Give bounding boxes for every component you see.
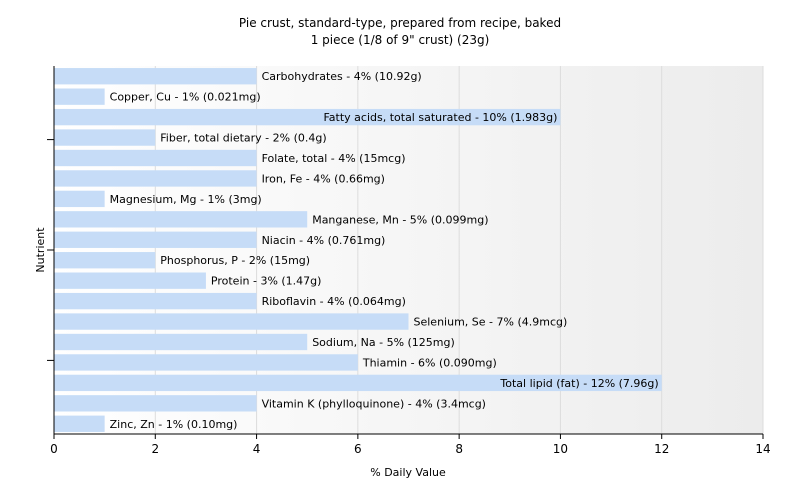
- bar-label: Vitamin K (phylloquinone) - 4% (3.4mcg): [262, 397, 486, 410]
- x-axis-title: % Daily Value: [370, 466, 446, 479]
- bar-label: Folate, total - 4% (15mcg): [262, 152, 406, 165]
- bar-label: Carbohydrates - 4% (10.92g): [262, 70, 422, 83]
- bar: [54, 313, 409, 330]
- bar: [54, 68, 257, 85]
- chart-subtitle: 1 piece (1/8 of 9" crust) (23g): [311, 33, 490, 47]
- bar-label: Sodium, Na - 5% (125mg): [312, 336, 455, 349]
- bar: [54, 272, 206, 289]
- bar-label: Zinc, Zn - 1% (0.10mg): [110, 418, 238, 431]
- bar-label: Phosphorus, P - 2% (15mg): [160, 254, 310, 267]
- bar: [54, 129, 156, 146]
- x-tick-label: 6: [354, 442, 362, 456]
- bar: [54, 170, 257, 187]
- bar-label: Copper, Cu - 1% (0.021mg): [110, 91, 261, 104]
- bar: [54, 149, 257, 167]
- bar-label: Protein - 3% (1.47g): [211, 275, 322, 288]
- bar: [54, 354, 358, 371]
- x-tick-label: 4: [253, 442, 261, 456]
- plot-area: [54, 66, 763, 434]
- bar-label: Riboflavin - 4% (0.064mg): [262, 295, 406, 308]
- bar-label: Thiamin - 6% (0.090mg): [362, 356, 497, 369]
- bar: [54, 108, 561, 126]
- bars: Carbohydrates - 4% (10.92g)Copper, Cu - …: [54, 68, 662, 432]
- bar: [54, 211, 308, 228]
- x-tick-label: 12: [654, 442, 669, 456]
- bar: [54, 333, 308, 351]
- x-tick-label: 10: [553, 442, 568, 456]
- chart-title: Pie crust, standard-type, prepared from …: [239, 16, 561, 30]
- axes: 0 2 4 6 8 10 12 14: [47, 66, 771, 456]
- bar: [54, 190, 105, 208]
- bar: [54, 88, 105, 105]
- bar: [54, 415, 105, 432]
- x-tick-label: 0: [50, 442, 58, 456]
- bar-label: Niacin - 4% (0.761mg): [262, 234, 386, 247]
- x-tick-label: 14: [755, 442, 770, 456]
- bar: [54, 395, 257, 412]
- y-axis-title: Nutrient: [34, 227, 47, 273]
- x-tick-label: 2: [151, 442, 159, 456]
- bar-label: Total lipid (fat) - 12% (7.96g): [499, 377, 658, 390]
- bar-label: Fiber, total dietary - 2% (0.4g): [160, 132, 326, 145]
- x-tick-label: 8: [455, 442, 463, 456]
- grid-lines: [154, 66, 764, 434]
- bar: [54, 374, 662, 392]
- bar-label: Iron, Fe - 4% (0.66mg): [262, 172, 385, 185]
- bar-label: Selenium, Se - 7% (4.9mcg): [414, 316, 568, 329]
- bar: [54, 231, 257, 248]
- bar: [54, 252, 156, 269]
- bar-label: Magnesium, Mg - 1% (3mg): [110, 193, 262, 206]
- bar-label: Manganese, Mn - 5% (0.099mg): [312, 213, 488, 226]
- bar-label: Fatty acids, total saturated - 10% (1.98…: [323, 111, 557, 124]
- bar: [54, 292, 257, 310]
